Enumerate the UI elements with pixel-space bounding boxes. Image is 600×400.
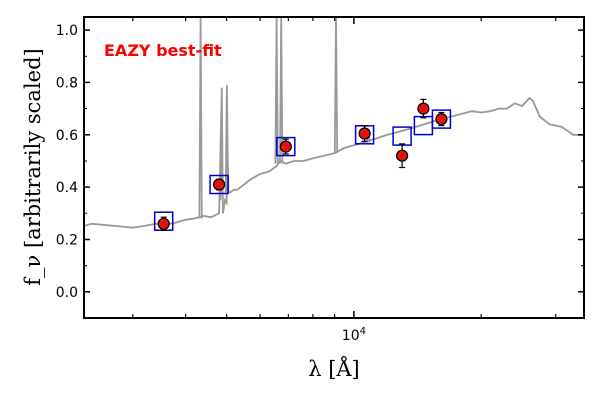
y-tick-label: 0.0 [56,285,78,301]
x-axis-label: λ [Å] [308,356,360,381]
y-tick-label: 0.2 [56,233,78,249]
y-tick-label: 0.6 [56,128,78,144]
emission-line [198,17,203,219]
model-flux-square [431,109,452,129]
sed-annotation: EAZY best-fit [104,41,222,60]
observed-flux-point [435,112,448,126]
emission-line [274,17,279,164]
observed-flux-point [213,178,226,191]
axis-ticks: 0.0 0.2 0.4 0.6 0.8 1.0 104 [56,17,584,344]
observed-flux-point [396,149,409,162]
emission-line [219,139,224,201]
x-tick-label: 104 [342,326,366,344]
y-axis-label: f_ν [arbitrarily scaled] [21,48,45,285]
y-tick-label: 0.8 [56,75,78,91]
emission-line [279,17,284,164]
emission-line [224,85,229,193]
y-tick-label: 0.4 [56,180,78,196]
observed-flux-point [417,102,430,115]
model-flux-square [276,136,296,157]
observed-flux-point [358,127,371,140]
sed-model-line [84,87,584,229]
observed-flux-point [279,140,292,153]
y-tick-label: 1.0 [56,23,78,39]
plot-frame [83,16,585,319]
plot-area [84,17,584,231]
observed-flux-point [157,217,170,230]
emission-line [333,17,339,154]
model-flux-square [209,174,229,195]
